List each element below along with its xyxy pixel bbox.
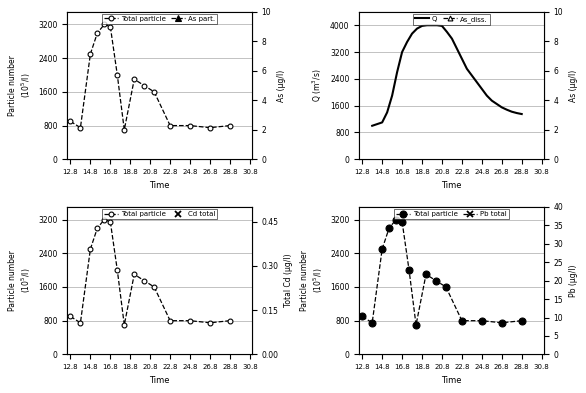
Legend: Total particle, Cd total: Total particle, Cd total: [102, 209, 217, 219]
Legend: Q, As_diss.: Q, As_diss.: [413, 14, 489, 25]
Y-axis label: Particle number
(10$^5$/l): Particle number (10$^5$/l): [8, 250, 33, 311]
Legend: Total particle, Pb total: Total particle, Pb total: [394, 209, 509, 219]
Y-axis label: Particle number
(10$^5$/l): Particle number (10$^5$/l): [300, 250, 325, 311]
X-axis label: Time: Time: [441, 180, 462, 189]
X-axis label: Time: Time: [149, 180, 170, 189]
X-axis label: Time: Time: [149, 376, 170, 385]
Y-axis label: As (µg/l): As (µg/l): [277, 70, 286, 102]
Y-axis label: Total Cd (µg/l): Total Cd (µg/l): [284, 254, 293, 307]
Legend: Total particle, As part.: Total particle, As part.: [102, 14, 217, 24]
Y-axis label: Q (m$^3$/s): Q (m$^3$/s): [311, 69, 325, 102]
Y-axis label: As (µg/l): As (µg/l): [568, 70, 578, 102]
X-axis label: Time: Time: [441, 376, 462, 385]
Y-axis label: Pb (µg/l): Pb (µg/l): [568, 264, 578, 297]
Y-axis label: Particle number
(10$^5$/l): Particle number (10$^5$/l): [8, 55, 33, 116]
